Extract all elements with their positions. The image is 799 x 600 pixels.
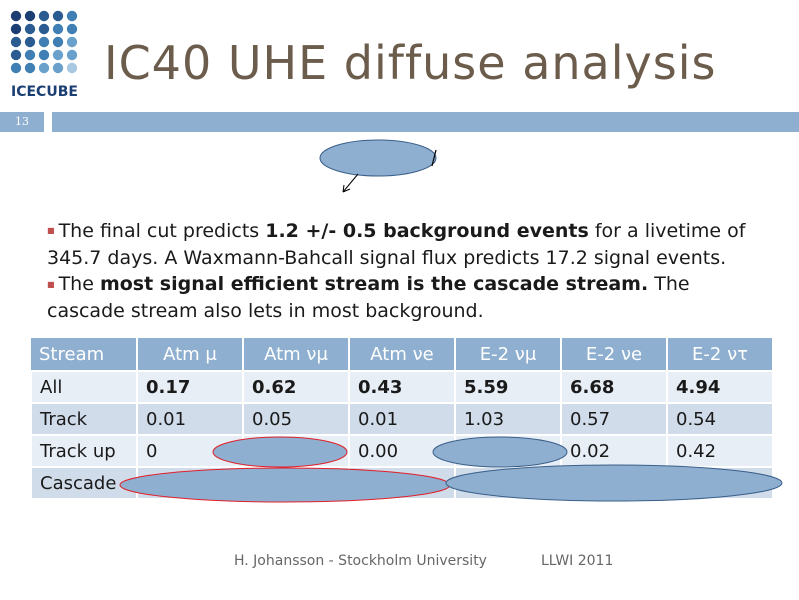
- table-cell: 0: [136, 434, 244, 468]
- header-band-left: [0, 112, 44, 132]
- table-cell: 0.01: [136, 402, 244, 436]
- table-cell: 0.54: [666, 402, 774, 436]
- logo-dot: [52, 10, 64, 22]
- callout-arrowhead: [342, 184, 351, 193]
- header-cell: Atm νμ: [243, 338, 350, 371]
- logo-dot: [10, 36, 22, 48]
- table-cell: All: [30, 370, 138, 404]
- bullet-icon: ■: [47, 226, 55, 236]
- table-cell: 4.94: [666, 370, 774, 404]
- table-cell: [242, 466, 350, 500]
- table-cell: [348, 466, 456, 500]
- table-cell: Cascade: [30, 466, 138, 500]
- table-cell: 6.68: [560, 370, 668, 404]
- table-cell: 0.42: [666, 434, 774, 468]
- icecube-logo: ICECUBE: [10, 10, 78, 100]
- header-cell: Atm νe: [349, 338, 456, 371]
- logo-dot: [24, 36, 36, 48]
- body-text: ■ The final cut predicts 1.2 +/- 0.5 back…: [47, 218, 747, 340]
- table-cell: 1.03: [454, 402, 562, 436]
- logo-dot: [10, 62, 22, 74]
- table-cell: [454, 466, 562, 500]
- logo-dot: [52, 36, 64, 48]
- logo-dot: [66, 36, 78, 48]
- slide-title: IC40 UHE diffuse analysis: [104, 36, 717, 90]
- logo-text: ICECUBE: [11, 84, 78, 100]
- table-header-row: Stream Atm μ Atm νμ Atm νe E-2 νμ E-2 νe…: [31, 338, 774, 371]
- header-band-right: [52, 112, 799, 132]
- logo-dot: [38, 23, 50, 35]
- table-cell: 0.43: [348, 370, 456, 404]
- footer-event: LLWI 2011: [541, 553, 614, 569]
- logo-dot: [24, 23, 36, 35]
- paragraph-2: ■ The most signal efficient stream is the…: [47, 273, 690, 322]
- callout-ellipse: [319, 139, 437, 177]
- logo-dot: [66, 10, 78, 22]
- table-row: Track up 0 0.00 0.02 0.42: [30, 434, 774, 468]
- table-cell: [666, 466, 774, 500]
- table-cell: [136, 466, 244, 500]
- table-cell: 0.62: [242, 370, 350, 404]
- logo-dot: [10, 10, 22, 22]
- logo-dot: [10, 23, 22, 35]
- logo-dot: [38, 62, 50, 74]
- logo-dot: [38, 49, 50, 61]
- table-row: Track 0.01 0.05 0.01 1.03 0.57 0.54: [30, 402, 774, 436]
- table-cell: 0.01: [348, 402, 456, 436]
- logo-dot: [10, 49, 22, 61]
- logo-dot: [24, 10, 36, 22]
- table-row: All 0.17 0.62 0.43 5.59 6.68 4.94: [30, 370, 774, 404]
- table-row: Cascade: [30, 466, 774, 500]
- header-cell: Stream: [31, 338, 138, 371]
- table-cell: 0.05: [242, 402, 350, 436]
- callout-pointer-line: [342, 173, 359, 193]
- header-cell: E-2 νμ: [455, 338, 562, 371]
- table-cell: [454, 434, 562, 468]
- callout-tick: [431, 149, 437, 167]
- header-cell: E-2 ντ: [667, 338, 774, 371]
- logo-dot: [66, 23, 78, 35]
- bullet-icon: ■: [47, 279, 55, 289]
- header-cell: Atm μ: [137, 338, 244, 371]
- table-cell: 0.00: [348, 434, 456, 468]
- paragraph-1: ■ The final cut predicts 1.2 +/- 0.5 back…: [47, 220, 746, 269]
- logo-dot: [52, 62, 64, 74]
- table-cell: [242, 434, 350, 468]
- table-cell: Track: [30, 402, 138, 436]
- logo-dot: [24, 49, 36, 61]
- logo-dot: [24, 62, 36, 74]
- event-rate-table: Stream Atm μ Atm νμ Atm νe E-2 νμ E-2 νe…: [30, 338, 774, 500]
- logo-dot: [38, 36, 50, 48]
- table-cell: [560, 466, 668, 500]
- logo-dot: [66, 62, 78, 74]
- slide-number: 13: [15, 115, 29, 128]
- header-cell: E-2 νe: [561, 338, 668, 371]
- footer-author: H. Johansson - Stockholm University: [234, 553, 487, 569]
- table-cell: Track up: [30, 434, 138, 468]
- logo-dot: [66, 49, 78, 61]
- logo-dot: [52, 23, 64, 35]
- table-cell: 0.17: [136, 370, 244, 404]
- table-cell: 5.59: [454, 370, 562, 404]
- logo-dot: [38, 10, 50, 22]
- logo-dot: [52, 49, 64, 61]
- table-cell: 0.02: [560, 434, 668, 468]
- table-cell: 0.57: [560, 402, 668, 436]
